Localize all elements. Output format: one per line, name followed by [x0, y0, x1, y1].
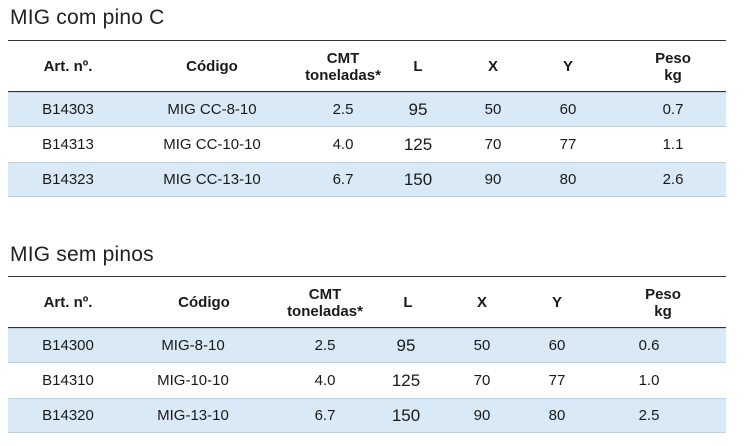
cell-y: 60 [548, 337, 566, 354]
cell-y: 77 [548, 372, 566, 389]
table-row: B14300 MIG-8-10 2.5 95 50 60 0.6 [8, 328, 726, 363]
table-row: B14320 MIG-13-10 6.7 150 90 80 2.5 [8, 398, 726, 433]
cell-art: B14320 [42, 407, 94, 424]
table-header-row: Art. nº. Código CMT toneladas* L X Y Peso… [8, 42, 726, 91]
cell-codigo: MIG-8-10 [161, 337, 225, 354]
header-art: Art. nº. [43, 58, 93, 75]
cell-l: 150 [391, 405, 421, 425]
cell-art: B14303 [42, 101, 94, 118]
section-title: MIG sem pinos [10, 243, 154, 266]
cell-cmt: 4.0 [332, 136, 354, 153]
cell-y: 77 [559, 136, 577, 153]
cell-cmt: 6.7 [332, 171, 354, 188]
cell-peso: 2.6 [662, 171, 684, 188]
header-l: L [413, 58, 423, 75]
cell-x: 90 [473, 407, 491, 424]
cell-peso: 0.6 [638, 337, 660, 354]
cell-art: B14323 [42, 171, 94, 188]
table-row: B14310 MIG-10-10 4.0 125 70 77 1.0 [8, 363, 726, 398]
header-x: X [476, 294, 487, 311]
cell-y: 80 [548, 407, 566, 424]
section-title: MIG com pino C [10, 6, 165, 29]
cell-l: 95 [408, 99, 428, 119]
cell-cmt: 2.5 [332, 101, 354, 118]
cell-l: 150 [403, 169, 433, 189]
cell-peso: 0.7 [662, 101, 684, 118]
header-cmt: CMT toneladas* [305, 49, 381, 84]
cell-peso: 1.1 [662, 136, 684, 153]
header-y: Y [551, 294, 562, 311]
cell-x: 50 [473, 337, 491, 354]
cell-cmt: 6.7 [314, 407, 336, 424]
cell-codigo: MIG CC-13-10 [163, 171, 261, 188]
table-header-rule [8, 327, 726, 328]
header-peso: Peso kg [655, 49, 691, 84]
header-l: L [403, 294, 413, 311]
header-codigo: Código [178, 294, 230, 311]
header-y: Y [562, 58, 573, 75]
cell-peso: 2.5 [638, 407, 660, 424]
cell-cmt: 2.5 [314, 337, 336, 354]
cell-art: B14300 [42, 337, 94, 354]
table-header-row: Art. nº. Código CMT toneladas* L X Y Peso… [8, 278, 726, 327]
table-header-rule [8, 91, 726, 92]
table-top-rule [8, 276, 726, 277]
header-peso: Peso kg [645, 285, 681, 320]
cell-codigo: MIG-10-10 [157, 372, 229, 389]
header-codigo: Código [186, 58, 238, 75]
cell-codigo: MIG CC-8-10 [167, 101, 257, 118]
cell-x: 70 [484, 136, 502, 153]
cell-x: 50 [484, 101, 502, 118]
cell-codigo: MIG CC-10-10 [163, 136, 261, 153]
header-art: Art. nº. [43, 294, 93, 311]
table-row: B14323 MIG CC-13-10 6.7 150 90 80 2.6 [8, 162, 726, 197]
cell-x: 70 [473, 372, 491, 389]
cell-l: 125 [391, 370, 421, 390]
cell-l: 125 [403, 134, 433, 154]
cell-codigo: MIG-13-10 [157, 407, 229, 424]
cell-peso: 1.0 [638, 372, 660, 389]
header-x: X [487, 58, 498, 75]
cell-cmt: 4.0 [314, 372, 336, 389]
header-cmt: CMT toneladas* [287, 285, 363, 320]
cell-y: 80 [559, 171, 577, 188]
cell-y: 60 [559, 101, 577, 118]
cell-l: 95 [396, 335, 416, 355]
table-row: B14313 MIG CC-10-10 4.0 125 70 77 1.1 [8, 127, 726, 162]
cell-art: B14310 [42, 372, 94, 389]
cell-art: B14313 [42, 136, 94, 153]
cell-x: 90 [484, 171, 502, 188]
table-top-rule [8, 40, 726, 41]
table-row: B14303 MIG CC-8-10 2.5 95 50 60 0.7 [8, 92, 726, 127]
